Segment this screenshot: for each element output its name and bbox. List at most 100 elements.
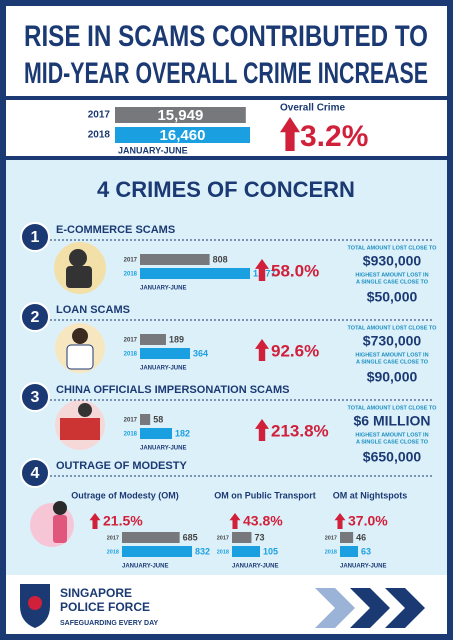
bar-value: 808 — [213, 254, 228, 264]
tagline: SAFEGUARDING EVERY DAY — [60, 620, 158, 627]
year-label: 2018 — [107, 549, 119, 555]
chevrons — [350, 588, 425, 628]
change: 43.8% — [243, 513, 283, 529]
number-badge — [20, 222, 50, 252]
change: 21.5% — [103, 513, 143, 529]
bar — [232, 532, 252, 543]
change: 37.0% — [348, 513, 388, 529]
bar — [140, 334, 166, 345]
chevrons — [315, 588, 355, 628]
divider — [6, 96, 447, 100]
highest-label: HIGHEST AMOUNT LOST IN — [355, 432, 428, 438]
year-label: 2017 — [107, 535, 119, 541]
bar — [122, 546, 192, 557]
highest-label: HIGHEST AMOUNT LOST IN — [355, 352, 428, 358]
period: JANUARY-JUNE — [140, 446, 186, 452]
year-label: 2018 — [124, 272, 138, 278]
bar-value: 832 — [195, 546, 210, 556]
number: 2 — [31, 309, 40, 326]
change: 58.0% — [271, 261, 319, 280]
highest-label: A SINGLE CASE CLOSE TO — [356, 439, 429, 445]
change: 3.2% — [300, 120, 368, 153]
highest-label: HIGHEST AMOUNT LOST IN — [355, 272, 428, 278]
year-label: 2018 — [124, 352, 138, 358]
year-label: 2018 — [217, 549, 229, 555]
bar-value: 63 — [361, 546, 371, 556]
bar — [140, 348, 190, 359]
highest-amount: $50,000 — [367, 289, 418, 305]
period: JANUARY-JUNE — [140, 366, 186, 372]
number: 3 — [31, 389, 40, 406]
bar — [140, 268, 250, 279]
year-label: 2018 — [325, 549, 337, 555]
number: 4 — [31, 465, 40, 482]
crime-name: CHINA OFFICIALS IMPERSONATION SCAMS — [56, 384, 289, 396]
bar-value: 189 — [169, 334, 184, 344]
title: MID-YEAR OVERALL CRIME INCREASE — [24, 57, 428, 90]
bar — [340, 532, 354, 543]
change-label: Overall Crime — [280, 103, 345, 114]
total-amount: $730,000 — [363, 333, 422, 349]
highest-amount: $90,000 — [367, 369, 418, 385]
bar-value: 58 — [153, 414, 163, 424]
bar-value: 685 — [183, 532, 198, 542]
highest-amount: $650,000 — [363, 449, 422, 465]
number: 1 — [31, 229, 40, 246]
bar — [140, 254, 210, 265]
up-arrow — [255, 259, 269, 281]
group-name: OM on Public Transport — [214, 490, 316, 500]
bar — [232, 546, 260, 557]
bar — [122, 532, 180, 543]
police-logo — [28, 596, 42, 610]
year-label: 2017 — [217, 535, 229, 541]
bar — [115, 107, 246, 123]
up-arrow — [255, 339, 269, 361]
period: JANUARY-JUNE — [340, 564, 386, 570]
bar — [340, 546, 358, 557]
org-name: SINGAPORE — [60, 586, 132, 600]
bar-value: 364 — [193, 348, 208, 358]
bar — [140, 414, 151, 425]
highest-label: A SINGLE CASE CLOSE TO — [356, 279, 429, 285]
section-title: 4 CRIMES OF CONCERN — [97, 177, 355, 202]
up-arrow — [255, 419, 269, 441]
up-arrow — [334, 513, 346, 529]
highest-label: A SINGLE CASE CLOSE TO — [356, 359, 429, 365]
period: JANUARY-JUNE — [140, 286, 186, 292]
total-label: TOTAL AMOUNT LOST CLOSE TO — [348, 325, 438, 331]
up-arrow — [89, 513, 101, 529]
crime-name: E-COMMERCE SCAMS — [56, 224, 175, 236]
total-label: TOTAL AMOUNT LOST CLOSE TO — [348, 245, 438, 251]
up-arrow — [229, 513, 241, 529]
year-label: 2017 — [325, 535, 337, 541]
period: JANUARY-JUNE — [118, 145, 188, 155]
change: 213.8% — [271, 421, 329, 440]
group-name: OM at Nightspots — [333, 490, 408, 500]
period: JANUARY-JUNE — [122, 564, 168, 570]
total-label: TOTAL AMOUNT LOST CLOSE TO — [348, 405, 438, 411]
year-label: 2017 — [124, 338, 138, 344]
year-label: 2018 — [88, 130, 111, 141]
number-badge — [20, 382, 50, 412]
year-label: 2017 — [124, 418, 138, 424]
total-amount: $930,000 — [363, 253, 422, 269]
year-label: 2017 — [88, 110, 111, 121]
number-badge — [20, 458, 50, 488]
org-name: POLICE FORCE — [60, 600, 150, 614]
bar-value: 15,949 — [157, 107, 203, 124]
bar-value: 46 — [356, 532, 366, 542]
crime-name: LOAN SCAMS — [56, 304, 130, 316]
bar-value: 105 — [263, 546, 278, 556]
total-amount: $6 MILLION — [353, 413, 430, 429]
illustration — [30, 242, 106, 547]
change: 92.6% — [271, 341, 319, 360]
crime-name: OUTRAGE OF MODESTY — [56, 460, 187, 472]
year-label: 2018 — [124, 432, 138, 438]
period: JANUARY-JUNE — [232, 564, 278, 570]
divider — [6, 156, 447, 160]
group-name: Outrage of Modesty (OM) — [71, 490, 179, 500]
bar-value: 16,460 — [160, 127, 206, 144]
year-label: 2017 — [124, 258, 138, 264]
bar-value: 182 — [175, 428, 190, 438]
